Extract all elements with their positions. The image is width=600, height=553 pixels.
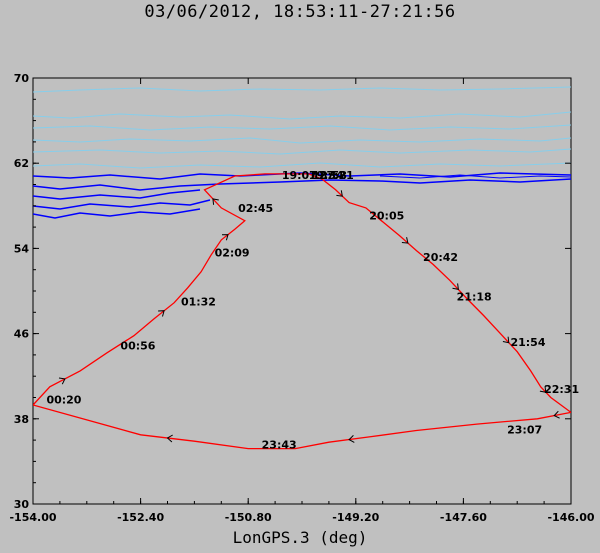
time-label: 20:42	[423, 251, 458, 264]
direction-arrow	[452, 283, 459, 291]
x-tick-label: -154.00	[9, 511, 56, 524]
chart-title: 03/06/2012, 18:53:11-27:21:56	[144, 2, 456, 22]
time-label: 19:34	[309, 169, 344, 182]
time-label: 22:31	[544, 383, 579, 396]
time-label: 20:05	[369, 209, 404, 222]
flight-track-line	[33, 173, 571, 450]
time-label: 00:20	[46, 394, 81, 407]
time-label: 00:56	[120, 339, 155, 352]
y-tick-label: 70	[14, 72, 30, 85]
y-tick-label: 46	[14, 328, 30, 341]
direction-arrow	[502, 336, 510, 344]
direction-arrow	[158, 310, 165, 317]
direction-arrow	[221, 234, 229, 241]
y-tick-label: 54	[14, 242, 30, 255]
x-tick-label: -146.00	[547, 511, 594, 524]
time-label: 21:18	[457, 290, 492, 303]
time-label: 21:54	[510, 336, 545, 349]
x-tick-label: -147.60	[440, 511, 487, 524]
time-label: 27:21	[319, 169, 354, 182]
axes: -154.00 -152.40 -150.80 -149.20 -147.60 -146.…	[9, 72, 594, 524]
contour-light-5	[33, 148, 571, 155]
flight-track-layer	[33, 173, 571, 450]
x-tick-label: -149.20	[332, 511, 379, 524]
direction-arrow	[539, 386, 547, 393]
time-label: 01:32	[181, 296, 216, 309]
contour-dark-4	[33, 199, 211, 210]
x-tick-label: -150.80	[225, 511, 272, 524]
time-label: 19:07	[282, 169, 317, 182]
y-tick-label: 30	[14, 498, 30, 511]
direction-arrow	[166, 434, 173, 443]
direction-arrow	[336, 190, 343, 197]
contour-dark-3	[33, 189, 201, 200]
contour-dark-2	[33, 178, 571, 191]
direction-arrow	[553, 410, 560, 419]
time-label: 18:53	[312, 169, 347, 182]
contour-light-1	[33, 86, 571, 93]
x-tick-label: -152.40	[117, 511, 164, 524]
time-label: 23:07	[507, 423, 542, 436]
time-label-layer: 00:20 00:56 01:32 02:09 02:45 20:05 20:42 21:18…	[46, 169, 579, 451]
contour-light-3	[33, 124, 571, 131]
contour-layer	[33, 86, 571, 219]
time-label: 02:45	[238, 202, 273, 215]
x-axis-label: LonGPS.3 (deg)	[232, 528, 368, 547]
y-tick-label: 38	[14, 413, 29, 426]
contour-dark-5	[33, 208, 201, 219]
time-label: 02:09	[215, 247, 250, 260]
contour-light-4	[33, 137, 571, 144]
contour-light-6	[33, 162, 571, 169]
direction-arrow	[212, 198, 219, 205]
contour-light-2	[33, 111, 571, 120]
contour-dark-6	[379, 174, 571, 179]
direction-arrow	[58, 377, 66, 385]
time-label: 23:43	[262, 438, 297, 451]
direction-arrow	[348, 435, 355, 443]
direction-arrow	[401, 237, 409, 244]
y-tick-label: 62	[14, 157, 29, 170]
